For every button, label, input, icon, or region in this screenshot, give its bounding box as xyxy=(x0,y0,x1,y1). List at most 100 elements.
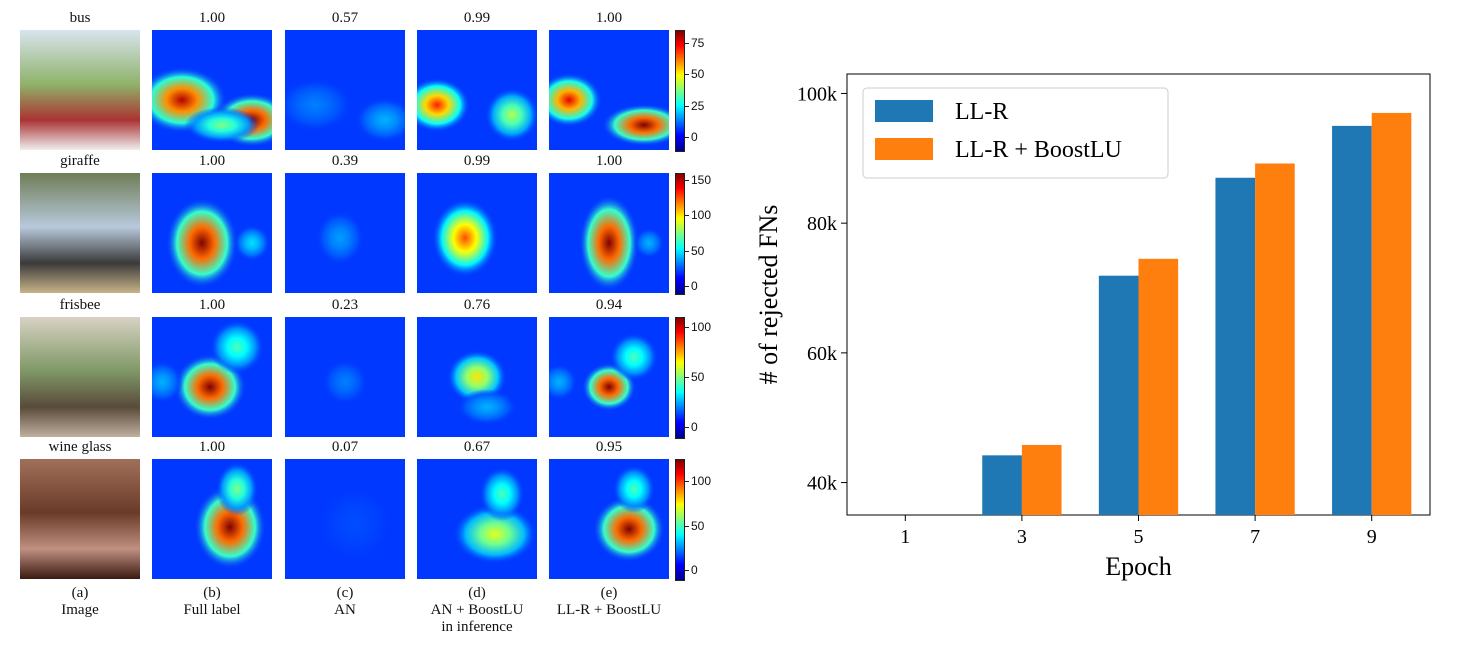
score-label: 1.00 xyxy=(595,153,623,169)
score-label: 0.94 xyxy=(595,297,623,313)
heatmap-cell xyxy=(417,30,537,150)
bar-chart: 1 3 5 7 9 40k 60k 80k 100k Epoch # of rejected FNs… xyxy=(754,73,1431,581)
heatmap-cell xyxy=(285,317,405,437)
score-label: 1.00 xyxy=(198,153,226,169)
heatmap-cell xyxy=(152,173,272,293)
score-label: 0.57 xyxy=(331,10,359,26)
colorbar xyxy=(675,30,685,152)
colorbar-tick-label: 75 xyxy=(691,35,705,50)
y-tick-label: 40k xyxy=(807,473,837,495)
colorbar-tickmark xyxy=(685,105,689,107)
bar-ll-r-epoch-5 xyxy=(1098,275,1139,515)
heatmap-cell xyxy=(417,317,537,437)
heatmap-cell xyxy=(417,173,537,293)
score-label: 1.00 xyxy=(198,297,226,313)
heatmap-cell xyxy=(549,459,669,579)
score-label: 0.67 xyxy=(463,439,491,455)
x-tick-label: 5 xyxy=(1134,526,1144,548)
heatmap-cell xyxy=(417,459,537,579)
colorbar-tick-label: 50 xyxy=(691,518,705,533)
source-photo xyxy=(20,317,140,437)
colorbar-tickmark xyxy=(685,377,689,378)
colorbar-tickmark xyxy=(685,42,689,44)
y-tick-label: 80k xyxy=(807,213,837,235)
bar-ll-r-boostlu-epoch-3 xyxy=(1021,444,1062,515)
x-tick-label: 1 xyxy=(900,526,910,548)
colorbar-tickmark xyxy=(685,215,689,217)
colorbar-tick-label: 0 xyxy=(691,420,698,434)
column-name: AN + BoostLU xyxy=(430,602,524,618)
column-name: Full label xyxy=(183,602,241,618)
score-label: 0.07 xyxy=(331,439,359,455)
colorbar-tick-label: 50 xyxy=(691,67,705,82)
heatmap-cell xyxy=(549,317,669,437)
bar-ll-r-boostlu-epoch-7 xyxy=(1255,163,1295,515)
colorbar-tickmark xyxy=(685,137,689,139)
legend-swatch xyxy=(875,100,933,122)
heatmap-cell xyxy=(285,30,405,150)
colorbar-tickmark xyxy=(685,180,689,182)
legend-label: LL-R + BoostLU xyxy=(955,137,1122,163)
bar-ll-r-epoch-9 xyxy=(1332,125,1372,515)
bar-ll-r-boostlu-epoch-5 xyxy=(1138,258,1179,515)
column-name: AN xyxy=(334,602,356,618)
x-axis-label: Epoch xyxy=(1105,552,1171,581)
colorbar xyxy=(675,459,685,581)
score-label: 0.76 xyxy=(463,297,491,313)
colorbar-tick-label: 25 xyxy=(691,98,705,113)
source-photo xyxy=(20,30,140,150)
score-label: 0.23 xyxy=(331,297,359,313)
heatmap-cell xyxy=(152,317,272,437)
heatmap-figure: bus 1.00 0.57 0.99 1.00 75 50 25 0 giraffe 1.00 0.3… xyxy=(0,0,711,656)
y-axis-label: # of rejected FNs xyxy=(754,205,783,385)
legend-swatch xyxy=(875,138,933,160)
colorbar-tick-label: 50 xyxy=(691,370,705,384)
colorbar-tickmark xyxy=(685,525,689,527)
column-name: Image xyxy=(61,602,99,618)
colorbar-tick-label: 50 xyxy=(691,243,705,258)
colorbar-tickmark xyxy=(685,74,689,76)
row-label: giraffe xyxy=(60,153,100,169)
legend-label: LL-R xyxy=(955,99,1008,125)
colorbar-tickmark xyxy=(685,570,689,572)
colorbar-tick-label: 100 xyxy=(691,208,712,223)
column-caption: (e) LL-R + BoostLU xyxy=(534,585,684,619)
score-label: 1.00 xyxy=(198,10,226,26)
colorbar-tick-label: 100 xyxy=(691,320,712,334)
colorbar-tick-label: 0 xyxy=(691,130,698,145)
heatmap-cell xyxy=(152,30,272,150)
score-label: 0.39 xyxy=(331,153,359,169)
row-label: bus xyxy=(69,10,91,26)
colorbar-tickmark xyxy=(685,285,689,287)
colorbar-tickmark xyxy=(685,427,689,428)
y-tick-label: 100k xyxy=(797,83,837,105)
colorbar xyxy=(675,173,685,295)
colorbar-tick-label: 150 xyxy=(691,173,712,188)
column-caption: (d) AN + BoostLU in inference xyxy=(402,585,552,636)
column-letter: (d) xyxy=(468,585,486,601)
bar-ll-r-boostlu-epoch-9 xyxy=(1371,112,1412,515)
bar-ll-r-epoch-3 xyxy=(982,455,1022,515)
row-label: frisbee xyxy=(59,297,101,313)
source-photo xyxy=(20,459,140,579)
column-letter: (c) xyxy=(336,585,354,601)
heatmap-cell xyxy=(285,459,405,579)
colorbar xyxy=(675,317,685,439)
score-label: 0.99 xyxy=(463,10,491,26)
score-label: 1.00 xyxy=(595,10,623,26)
row-label: wine glass xyxy=(48,439,112,455)
column-letter: (e) xyxy=(600,585,618,601)
legend-box xyxy=(862,87,1169,179)
colorbar-tick-label: 0 xyxy=(691,278,698,293)
heatmap-cell xyxy=(549,173,669,293)
bar-ll-r-epoch-7 xyxy=(1215,177,1256,515)
heatmap-cell xyxy=(285,173,405,293)
source-photo xyxy=(20,173,140,293)
heatmap-cell xyxy=(152,459,272,579)
x-tick-label: 9 xyxy=(1367,526,1377,548)
colorbar-tick-label: 100 xyxy=(691,474,712,489)
colorbar-tick-label: 0 xyxy=(691,563,698,578)
colorbar-tickmark xyxy=(685,481,689,483)
column-caption: (b) Full label xyxy=(137,585,287,619)
y-tick-label: 60k xyxy=(807,343,837,365)
